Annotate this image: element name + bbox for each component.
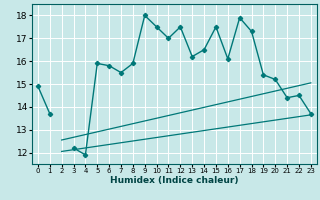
X-axis label: Humidex (Indice chaleur): Humidex (Indice chaleur) bbox=[110, 176, 239, 185]
